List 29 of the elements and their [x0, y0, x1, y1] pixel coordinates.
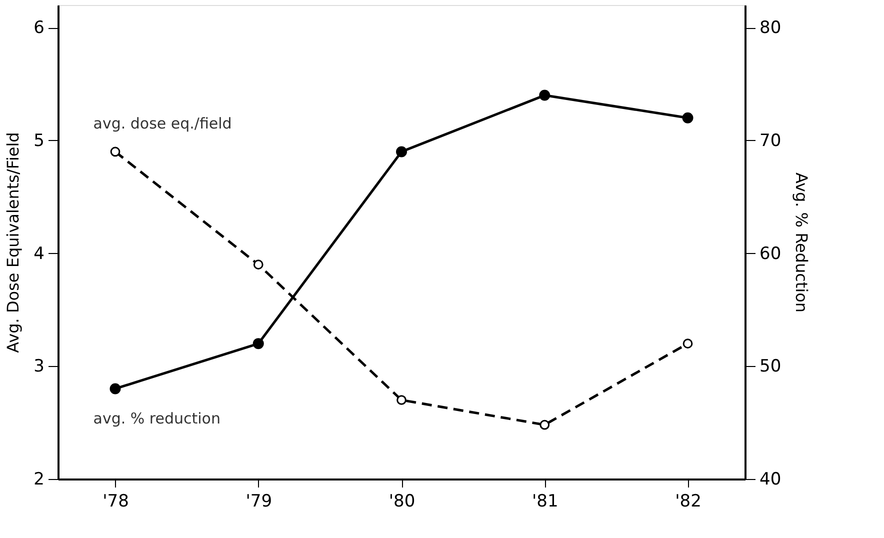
point: [252, 338, 264, 350]
y-tick-label: 4: [34, 244, 44, 264]
x-tick-label: '81: [532, 492, 558, 512]
y2-tick-label: 50: [760, 356, 782, 377]
x-tick-label: '82: [675, 492, 702, 512]
point: [110, 383, 121, 394]
y2-axis-title: Avg. % Reduction: [792, 172, 812, 313]
point: [682, 338, 693, 348]
x-tick-label: '79: [246, 492, 272, 512]
point: [396, 395, 406, 405]
point: [396, 146, 407, 158]
y-axis-title: Avg. Dose Equivalents/Field: [4, 132, 23, 353]
y2-tick-label: 40: [760, 470, 782, 490]
y-tick-label: 6: [34, 18, 44, 38]
point: [539, 90, 550, 101]
y-tick-label: 5: [34, 130, 44, 151]
point: [110, 146, 120, 157]
point: [540, 420, 550, 430]
y2-tick-label: 70: [760, 130, 782, 151]
series-label: avg. dose eq./field: [93, 114, 232, 133]
point: [682, 112, 694, 124]
y-tick-label: 3: [34, 356, 44, 377]
point: [253, 260, 264, 270]
x-tick-label: '80: [388, 492, 416, 512]
x-tick-label: '78: [102, 492, 129, 512]
y-tick-label: 2: [34, 470, 44, 490]
y2-tick-label: 80: [760, 18, 782, 38]
series-label: avg. % reduction: [93, 410, 220, 428]
y2-tick-label: 60: [760, 244, 782, 264]
